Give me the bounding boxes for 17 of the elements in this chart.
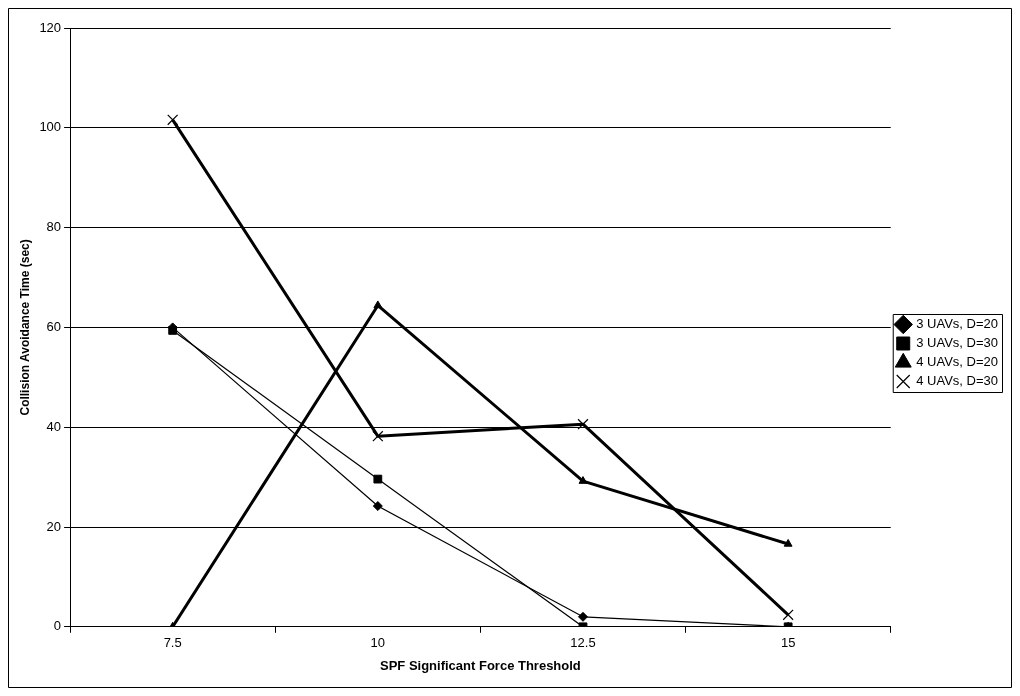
legend-label: 4 UAVs, D=30 xyxy=(916,373,999,389)
legend-label: 3 UAVs, D=20 xyxy=(916,316,999,332)
x-axis-title: SPF Significant Force Threshold xyxy=(380,657,581,673)
y-tick-label: 80 xyxy=(46,219,62,235)
y-tick-label: 120 xyxy=(39,19,62,35)
y-tick-label: 40 xyxy=(46,418,62,434)
legend-label: 3 UAVs, D=30 xyxy=(916,335,999,351)
y-tick-label: 60 xyxy=(46,318,62,334)
x-tick-label: 10 xyxy=(370,635,386,651)
y-tick-label: 20 xyxy=(46,518,62,534)
legend-label: 4 UAVs, D=20 xyxy=(916,354,999,370)
x-tick-label: 7.5 xyxy=(163,635,182,651)
y-tick-label: 0 xyxy=(53,618,62,634)
x-tick-label: 15 xyxy=(780,635,796,651)
y-axis-title: Collision Avoidance Time (sec) xyxy=(17,239,32,416)
x-tick-label: 12.5 xyxy=(570,635,596,651)
y-tick-label: 100 xyxy=(39,119,62,135)
